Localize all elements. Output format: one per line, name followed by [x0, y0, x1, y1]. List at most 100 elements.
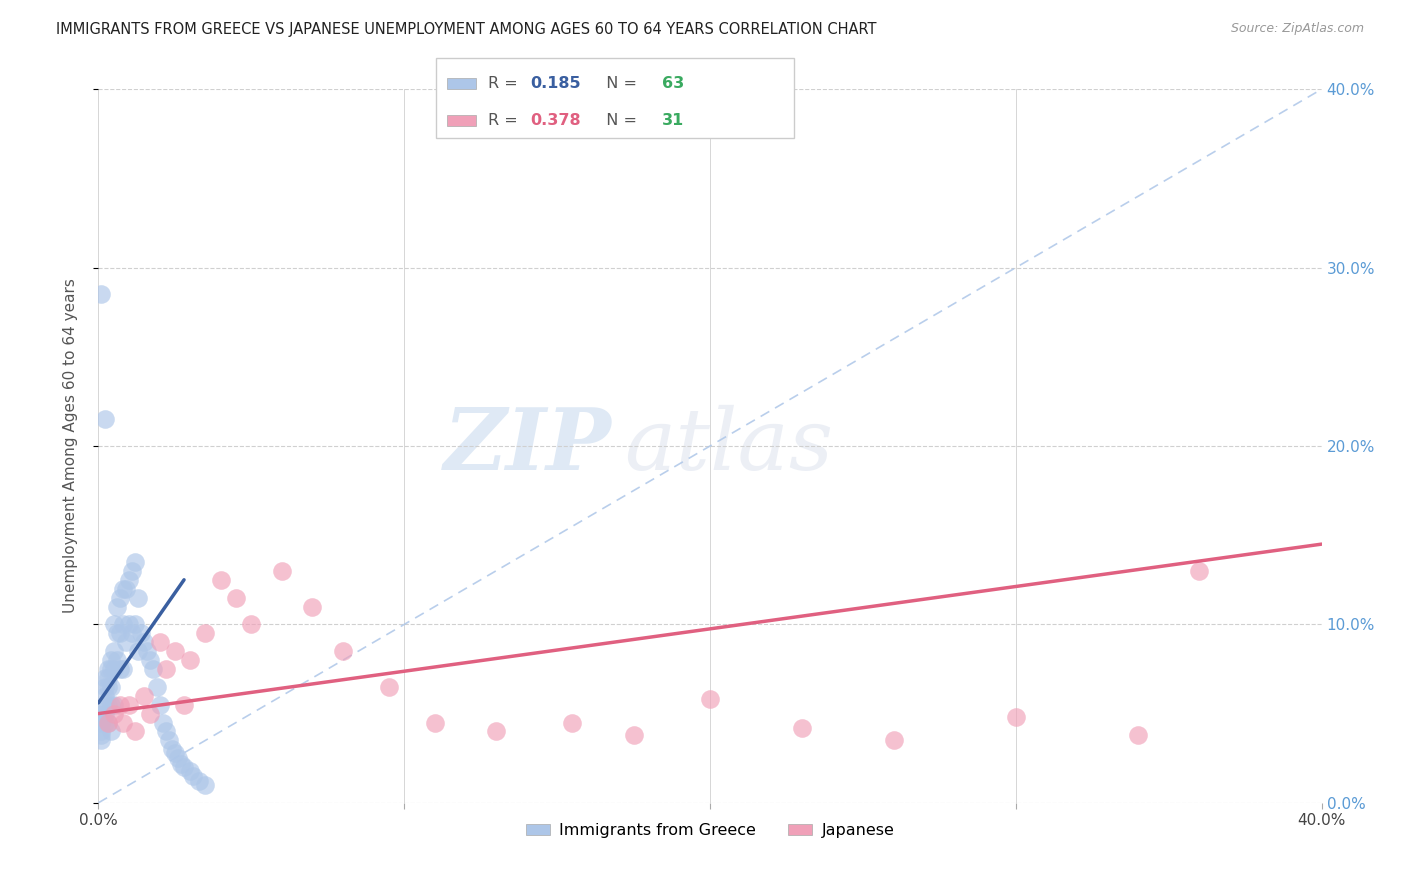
Point — [103, 698, 125, 712]
Text: 63: 63 — [662, 76, 685, 91]
Point — [90, 287, 112, 301]
Legend: Immigrants from Greece, Japanese: Immigrants from Greece, Japanese — [519, 817, 901, 845]
Point — [108, 626, 131, 640]
Point — [378, 680, 401, 694]
Point — [485, 724, 508, 739]
Point — [332, 644, 354, 658]
Text: 0.185: 0.185 — [530, 76, 581, 91]
Point — [105, 653, 128, 667]
Point — [93, 706, 115, 721]
Point — [97, 680, 120, 694]
Point — [90, 715, 112, 730]
Point — [103, 662, 125, 676]
Point — [1128, 728, 1150, 742]
Point — [883, 733, 905, 747]
Point — [124, 617, 146, 632]
Point — [127, 644, 149, 658]
Point — [93, 680, 115, 694]
Point — [108, 698, 131, 712]
Point — [152, 715, 174, 730]
Point — [103, 706, 125, 721]
Point — [121, 564, 143, 578]
Point — [155, 724, 177, 739]
Point — [149, 635, 172, 649]
Point — [111, 715, 134, 730]
Text: Source: ZipAtlas.com: Source: ZipAtlas.com — [1230, 22, 1364, 36]
Point — [105, 599, 128, 614]
Point — [188, 774, 211, 789]
Point — [145, 680, 167, 694]
Point — [225, 591, 247, 605]
Point — [623, 728, 645, 742]
Point — [149, 698, 172, 712]
Point — [103, 644, 125, 658]
Text: ZIP: ZIP — [444, 404, 612, 488]
Point — [97, 698, 120, 712]
Point — [129, 626, 152, 640]
Point — [127, 591, 149, 605]
Point — [93, 715, 115, 730]
Point — [134, 689, 156, 703]
Point — [121, 626, 143, 640]
Point — [139, 653, 162, 667]
Point — [181, 769, 204, 783]
Text: atlas: atlas — [624, 405, 834, 487]
Point — [173, 698, 195, 712]
Point — [93, 689, 115, 703]
Point — [179, 653, 201, 667]
Text: IMMIGRANTS FROM GREECE VS JAPANESE UNEMPLOYMENT AMONG AGES 60 TO 64 YEARS CORREL: IMMIGRANTS FROM GREECE VS JAPANESE UNEMP… — [56, 22, 877, 37]
Point — [124, 724, 146, 739]
Point — [111, 662, 134, 676]
Point — [179, 764, 201, 778]
Point — [108, 662, 131, 676]
Point — [240, 617, 263, 632]
Bar — [447, 78, 477, 89]
Point — [100, 662, 122, 676]
Point — [209, 573, 232, 587]
Point — [163, 746, 186, 760]
Point — [170, 756, 193, 771]
Point — [115, 635, 138, 649]
Point — [173, 760, 195, 774]
Point — [97, 715, 120, 730]
Point — [157, 733, 180, 747]
Text: R =: R = — [488, 76, 523, 91]
Point — [160, 742, 183, 756]
Point — [561, 715, 583, 730]
Point — [118, 617, 141, 632]
Point — [100, 680, 122, 694]
Point — [97, 662, 120, 676]
Point — [136, 644, 159, 658]
Point — [699, 692, 721, 706]
Point — [139, 706, 162, 721]
Point — [270, 564, 292, 578]
Point — [100, 698, 122, 712]
Point — [423, 715, 446, 730]
Text: 0.378: 0.378 — [530, 113, 581, 128]
Y-axis label: Unemployment Among Ages 60 to 64 years: Unemployment Among Ages 60 to 64 years — [63, 278, 77, 614]
Point — [90, 724, 112, 739]
Point — [90, 728, 112, 742]
Point — [134, 635, 156, 649]
Point — [90, 733, 112, 747]
Point — [93, 412, 115, 426]
Point — [115, 582, 138, 596]
Point — [163, 644, 186, 658]
Point — [1188, 564, 1211, 578]
Point — [111, 617, 134, 632]
Bar — [447, 115, 477, 127]
Text: 31: 31 — [662, 113, 685, 128]
Point — [105, 626, 128, 640]
Point — [100, 724, 122, 739]
Point — [108, 591, 131, 605]
Point — [142, 662, 165, 676]
Text: R =: R = — [488, 113, 523, 128]
Point — [1004, 710, 1026, 724]
Text: N =: N = — [596, 113, 643, 128]
Point — [97, 671, 120, 685]
Text: N =: N = — [596, 76, 643, 91]
Point — [155, 662, 177, 676]
Point — [100, 653, 122, 667]
Point — [194, 778, 217, 792]
Point — [167, 751, 190, 765]
